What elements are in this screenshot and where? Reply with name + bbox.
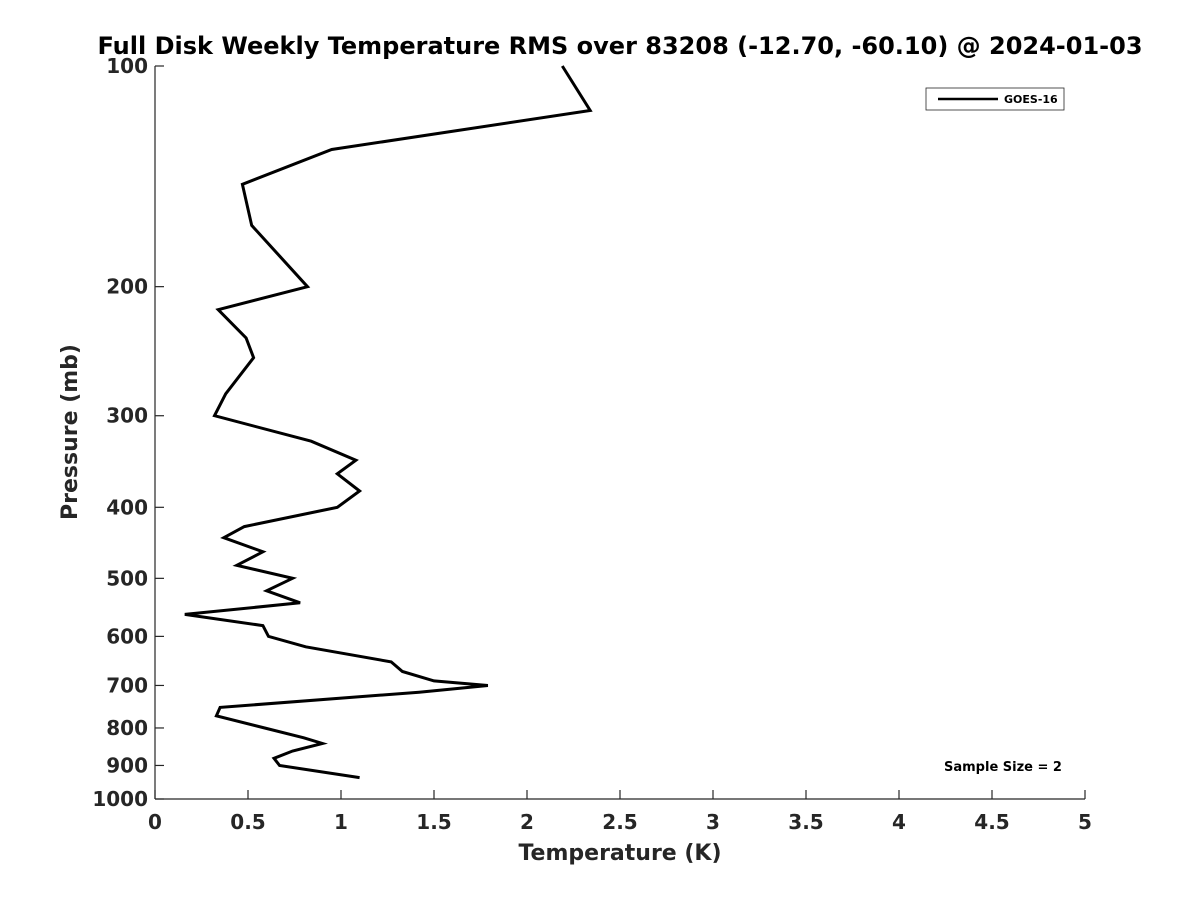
x-tick-label: 0 (148, 810, 162, 834)
series-group (184, 65, 593, 780)
x-ticks: 0 0.5 1 1.5 2 2.5 3 3.5 4 4.5 5 (148, 790, 1092, 834)
legend-label-goes-16: GOES-16 (1004, 93, 1058, 106)
y-tick-label: 200 (106, 275, 148, 299)
y-tick-label: 100 (106, 54, 148, 78)
x-tick-label: 4 (892, 810, 906, 834)
legend: GOES-16 (925, 87, 1065, 111)
x-tick-label: 1 (334, 810, 348, 834)
axes (154, 66, 1085, 800)
y-tick-label: 900 (106, 753, 148, 777)
y-tick-label: 600 (106, 624, 148, 648)
x-tick-label: 3.5 (788, 810, 823, 834)
x-axis-label: Temperature (K) (518, 841, 721, 866)
y-tick-label: 300 (106, 404, 148, 428)
series-line-goes-16 (184, 65, 593, 780)
y-tick-label: 800 (106, 716, 148, 740)
y-tick-label: 500 (106, 566, 148, 590)
y-tick-label: 700 (106, 673, 148, 697)
x-tick-label: 5 (1078, 810, 1092, 834)
y-ticks: 100 200 300 400 500 600 700 800 900 1000 (92, 54, 164, 811)
x-tick-label: 1.5 (416, 810, 451, 834)
sample-size-annotation: Sample Size = 2 (944, 760, 1062, 775)
x-tick-label: 2 (520, 810, 534, 834)
y-tick-label: 400 (106, 495, 148, 519)
y-tick-label: 1000 (92, 787, 148, 811)
x-tick-label: 3 (706, 810, 720, 834)
x-tick-label: 4.5 (974, 810, 1009, 834)
chart-title: Full Disk Weekly Temperature RMS over 83… (97, 32, 1142, 60)
x-tick-label: 2.5 (602, 810, 637, 834)
x-tick-label: 0.5 (230, 810, 265, 834)
y-axis-label: Pressure (mb) (58, 344, 83, 520)
